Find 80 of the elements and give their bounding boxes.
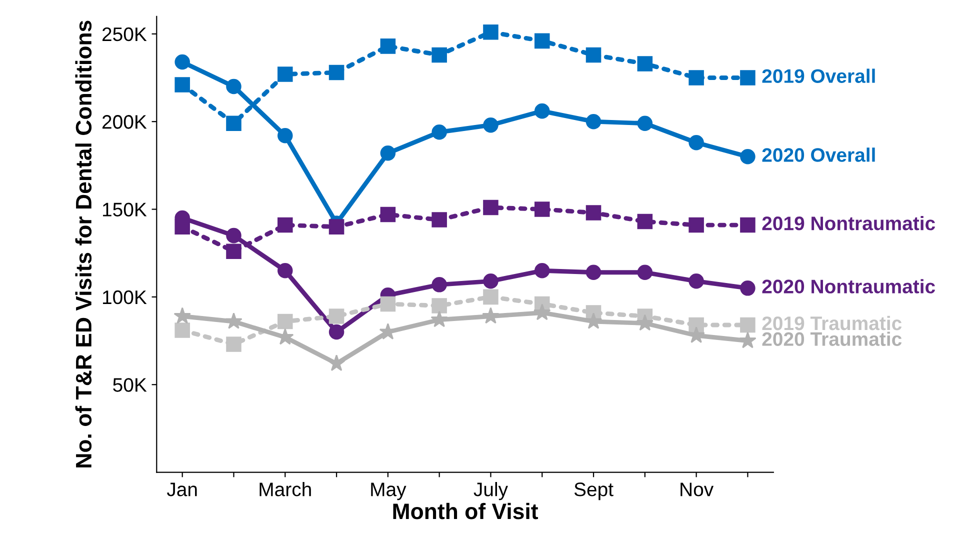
point	[432, 298, 447, 314]
point	[688, 134, 704, 150]
point	[174, 77, 190, 92]
point	[432, 277, 447, 292]
point	[740, 149, 756, 164]
point	[328, 324, 344, 340]
point	[534, 103, 550, 119]
point	[586, 114, 602, 130]
point	[226, 116, 242, 131]
point	[740, 280, 756, 296]
point	[328, 219, 344, 234]
point	[380, 38, 396, 54]
x-tick-label: July	[474, 482, 508, 500]
series-label: 2019 Traumatic	[762, 316, 902, 330]
point	[586, 205, 602, 220]
y-tick-label: 50K	[113, 378, 147, 392]
point	[534, 202, 550, 217]
point	[483, 289, 498, 305]
point	[328, 354, 346, 372]
x-axis-title: Month of Visit	[393, 502, 538, 520]
point	[277, 263, 293, 278]
point	[740, 217, 756, 233]
point	[483, 274, 498, 289]
point	[277, 128, 293, 144]
point	[380, 146, 396, 161]
y-tick-label: 250K	[102, 27, 147, 42]
point	[482, 307, 500, 324]
point	[636, 314, 654, 331]
x-tick-label: May	[371, 482, 406, 500]
point	[586, 264, 602, 280]
series-label: 2020 Nontraumatic	[762, 279, 936, 294]
point	[432, 47, 447, 63]
point	[637, 56, 653, 72]
point	[430, 310, 448, 328]
point	[637, 116, 653, 131]
point	[534, 33, 550, 49]
point	[483, 200, 498, 216]
point	[637, 214, 653, 230]
point	[277, 217, 293, 233]
point	[328, 308, 344, 324]
point	[380, 206, 396, 222]
x-tick-label: Sept	[574, 482, 614, 500]
point	[688, 217, 704, 233]
point	[225, 312, 242, 329]
y-tick-label: 150K	[102, 202, 147, 216]
point	[637, 264, 653, 280]
x-tick-label: Jan	[166, 482, 197, 496]
x-tick-label: March	[260, 482, 311, 496]
series-label: 2020 Overall	[762, 148, 875, 162]
y-axis-title: No. of T&R ED Visits for Dental Conditions	[75, 20, 92, 468]
y-tick-label: 100K	[102, 290, 147, 304]
point	[688, 274, 704, 289]
point	[432, 124, 447, 140]
x-tick-label: Nov	[680, 482, 714, 496]
point	[174, 54, 190, 70]
point	[586, 47, 602, 63]
point	[277, 66, 293, 82]
point	[534, 304, 551, 320]
point	[739, 332, 756, 348]
point	[380, 296, 396, 312]
y-tick-label: 200K	[102, 115, 147, 129]
point	[483, 24, 498, 40]
series-label: 2020 Traumatic	[762, 332, 902, 346]
series-label: 2019 Overall	[762, 68, 875, 83]
series-label: 2019 Nontraumatic	[762, 216, 936, 230]
point	[226, 336, 242, 352]
point	[688, 317, 704, 333]
point	[328, 64, 344, 80]
point	[174, 322, 190, 338]
point	[226, 78, 242, 94]
point	[226, 244, 242, 259]
point	[226, 228, 242, 244]
point	[740, 70, 756, 86]
point	[534, 263, 550, 278]
point	[688, 70, 704, 86]
point	[432, 212, 447, 228]
point	[740, 317, 756, 333]
point	[174, 307, 191, 324]
point	[277, 314, 293, 330]
point	[483, 117, 498, 133]
